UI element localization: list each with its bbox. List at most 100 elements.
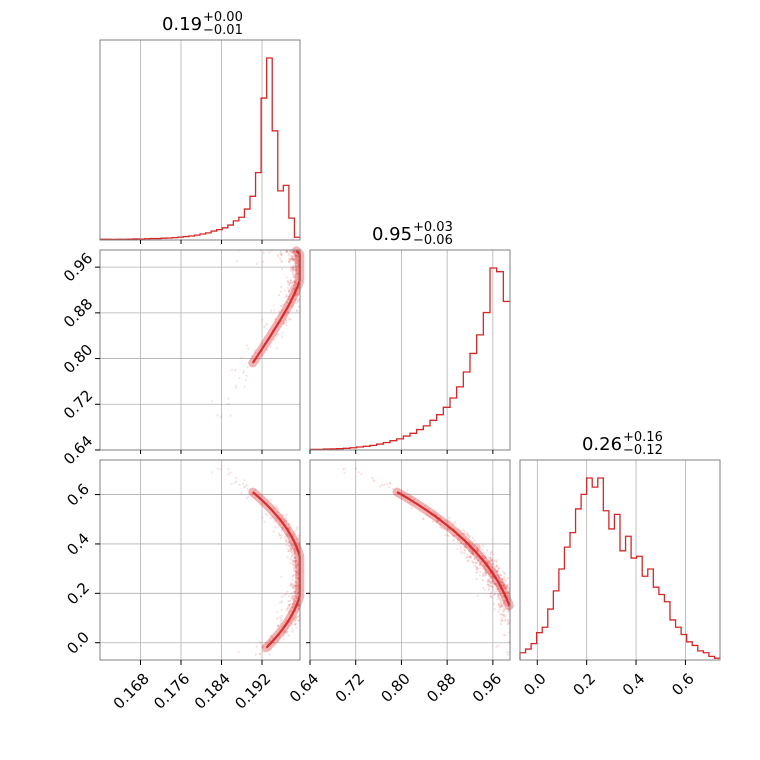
sample-point [484,557,487,560]
sample-point [292,598,295,601]
sample-point [287,260,290,263]
sample-point [288,283,291,286]
sample-point [447,535,450,538]
sample-point [453,538,456,541]
sample-point [293,260,296,263]
sample-point [279,622,283,625]
sample-point [463,530,466,533]
sample-point [501,577,504,580]
sample-point [494,583,497,586]
sample-point [506,620,509,623]
sample-point [287,600,290,603]
sample-point [482,586,485,589]
sample-point [495,645,498,648]
sample-point [498,609,501,612]
sample-point [295,269,298,272]
sample-point [471,543,474,547]
sample-point [507,622,510,625]
sample-point [485,569,488,572]
sample-point [439,526,442,529]
sample-point [294,267,297,270]
y-tick-label: 0.88 [60,295,96,331]
sample-point [463,546,466,549]
sample-point [502,570,505,573]
sample-point [285,544,288,547]
sample-point [281,526,284,530]
sample-point [296,576,299,579]
sample-point [477,547,480,551]
sample-point [294,618,298,621]
sample-point [292,258,295,261]
sample-point [294,561,297,564]
sample-point [286,280,290,283]
sample-point [488,573,491,576]
sample-point [439,523,442,526]
sample-point [293,556,296,560]
sample-point [494,582,497,586]
sample-point [292,534,295,537]
sample-point [285,324,288,327]
sample-point [296,272,299,275]
sample-point [506,650,509,654]
sample-point [291,266,295,269]
sample-point [463,545,466,549]
sample-point [491,559,494,562]
sample-point [490,550,493,554]
sample-point [499,623,503,626]
sample-point [443,527,446,531]
sample-point [484,568,487,571]
sample-point [293,590,297,593]
sample-point [276,253,279,256]
sample-point [484,571,487,575]
sample-point [292,269,295,272]
sample-point [489,562,492,565]
sample-point [477,544,480,547]
sample-point [496,570,499,573]
grid-layer [100,40,686,660]
sample-point [291,258,294,261]
sample-point [274,526,277,529]
sample-point [454,521,457,524]
sample-point [295,255,298,258]
sample-point [490,566,493,569]
sample-point [466,559,469,562]
sample-point [296,537,299,540]
sample-point [500,616,503,620]
sample-point [497,567,500,570]
sample-point [290,284,294,287]
sample-point [473,539,476,542]
sample-point [480,560,483,564]
x-tick-label: 0.192 [231,670,274,713]
sample-point [372,479,375,482]
sample-point [471,559,474,563]
sample-point [293,600,296,603]
sample-point [290,255,293,258]
sample-point [490,575,493,578]
sample-point [473,557,476,560]
sample-point [293,567,296,570]
sample-point [467,540,470,543]
sample-point [474,556,477,559]
sample-point [488,558,491,561]
sample-point [503,599,506,602]
param-title-lower: −0.06 [413,233,453,248]
sample-point [501,603,504,606]
sample-point [292,304,295,307]
sample-point [291,559,294,562]
sample-point [439,516,442,519]
sample-point [480,564,483,567]
sample-point [288,288,291,291]
y-tick-label: 0.4 [63,529,93,559]
sample-point [295,280,298,283]
sample-point [294,255,297,258]
sample-point [488,577,491,581]
sample-point [444,519,447,522]
sample-point [287,290,291,293]
sample-point [296,564,299,567]
sample-point [291,291,294,295]
y-tick-label: 0.0 [63,628,93,658]
sample-point [476,559,479,562]
sample-point [295,261,298,264]
sample-point [283,303,287,306]
sample-point [492,553,495,556]
